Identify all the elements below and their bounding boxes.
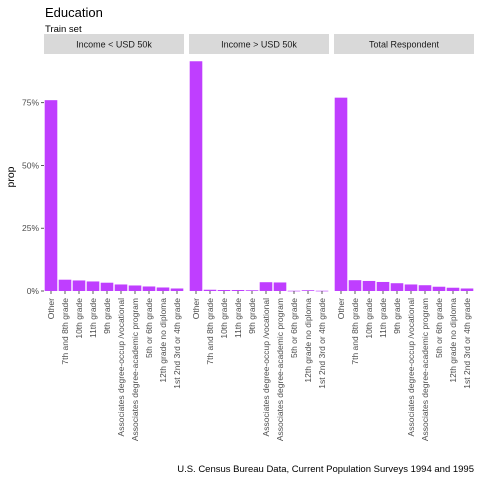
bar xyxy=(259,282,273,291)
bar xyxy=(301,290,315,291)
x-tick-label: 1st 2nd 3rd or 4th grade xyxy=(317,298,327,389)
facet-panel-1: Income < USD 50k Other 7th and 8th grade 10… xyxy=(44,34,184,441)
facet-strip xyxy=(334,34,474,54)
facet-strip-label: Total Respondent xyxy=(369,40,440,50)
y-tick-label: 0% xyxy=(27,286,40,296)
bar xyxy=(390,283,404,291)
bar xyxy=(189,61,203,292)
chart-title: Education xyxy=(45,5,103,20)
facet-panel-3: Total Respondent Other 7th and 8th grade 10… xyxy=(334,34,474,441)
facet-panel-2: Income > USD 50k Other 7th and 8th grade 10… xyxy=(189,34,329,441)
bar xyxy=(348,280,362,291)
bar xyxy=(114,284,128,291)
bar xyxy=(170,288,184,291)
y-axis: 0% 25% 50% 75% xyxy=(22,98,44,296)
x-tick-label: Other xyxy=(191,298,201,319)
x-tick-label: 11th grade xyxy=(378,298,388,338)
x-tick-label: 10th grade xyxy=(364,298,374,339)
x-tick-label: Associates degree-occup /vocational xyxy=(261,298,271,437)
x-tick-label: 9th grade xyxy=(247,298,257,334)
x-tick-label: 1st 2nd 3rd or 4th grade xyxy=(172,298,182,389)
x-tick-label: 12th grade no diploma xyxy=(158,298,168,383)
x-tick-label: Associates degree-academic program xyxy=(420,298,430,441)
x-tick-label: Associates degree-occup /vocational xyxy=(116,298,126,437)
y-tick-label: 50% xyxy=(22,160,39,170)
x-tick-label: Other xyxy=(46,298,56,319)
bar xyxy=(44,100,58,291)
x-tick-label: 10th grade xyxy=(219,298,229,339)
bar xyxy=(231,289,245,291)
x-tick-label: 12th grade no diploma xyxy=(448,298,458,383)
bar xyxy=(72,280,86,291)
bar xyxy=(432,286,446,291)
x-tick-label: Associates degree-occup /vocational xyxy=(406,298,416,437)
x-tick-label: 9th grade xyxy=(102,298,112,334)
x-tick-label: 7th and 8th grade xyxy=(350,298,360,365)
bar xyxy=(376,281,390,291)
x-tick-label: 5th or 6th grade xyxy=(434,298,444,358)
facet-strip-label: Income > USD 50k xyxy=(221,40,297,50)
x-tick-label: 1st 2nd 3rd or 4th grade xyxy=(462,298,472,389)
facet-strip xyxy=(44,34,184,54)
y-tick-label: 25% xyxy=(22,223,39,233)
facet-strip-label: Income < USD 50k xyxy=(76,40,152,50)
bar xyxy=(334,97,348,291)
bar xyxy=(203,289,217,291)
bar xyxy=(460,288,474,291)
facet-panels: Income < USD 50k Other 7th and 8th grade 10… xyxy=(44,34,474,441)
x-tick-label: 10th grade xyxy=(74,298,84,339)
x-tick-label: 7th and 8th grade xyxy=(60,298,70,365)
x-tick-label: Associates degree-academic program xyxy=(130,298,140,441)
chart-subtitle: Train set xyxy=(45,24,82,35)
y-axis-title: prop xyxy=(5,166,17,187)
y-tick-label: 75% xyxy=(22,98,39,108)
bar xyxy=(362,280,376,291)
facet-strip xyxy=(189,34,329,54)
x-tick-label: 5th or 6th grade xyxy=(289,298,299,358)
bar xyxy=(418,285,432,291)
x-tick-label: 5th or 6th grade xyxy=(144,298,154,358)
x-tick-label: 11th grade xyxy=(88,298,98,338)
x-tick-label: 9th grade xyxy=(392,298,402,334)
bar xyxy=(156,287,170,291)
x-tick-label: 7th and 8th grade xyxy=(205,298,215,365)
bar xyxy=(128,285,142,291)
x-tick-label: Associates degree-academic program xyxy=(275,298,285,441)
x-tick-label: Other xyxy=(336,298,346,319)
bar xyxy=(446,287,460,291)
bar xyxy=(86,281,100,291)
x-tick-label: 11th grade xyxy=(233,298,243,338)
bar xyxy=(273,282,287,291)
bar xyxy=(217,289,231,291)
bar xyxy=(142,286,156,291)
bar xyxy=(245,290,259,291)
bar xyxy=(404,284,418,291)
x-tick-label: 12th grade no diploma xyxy=(303,298,313,383)
bar xyxy=(58,279,72,291)
bar xyxy=(100,282,114,291)
chart-caption: U.S. Census Bureau Data, Current Populat… xyxy=(177,464,474,475)
